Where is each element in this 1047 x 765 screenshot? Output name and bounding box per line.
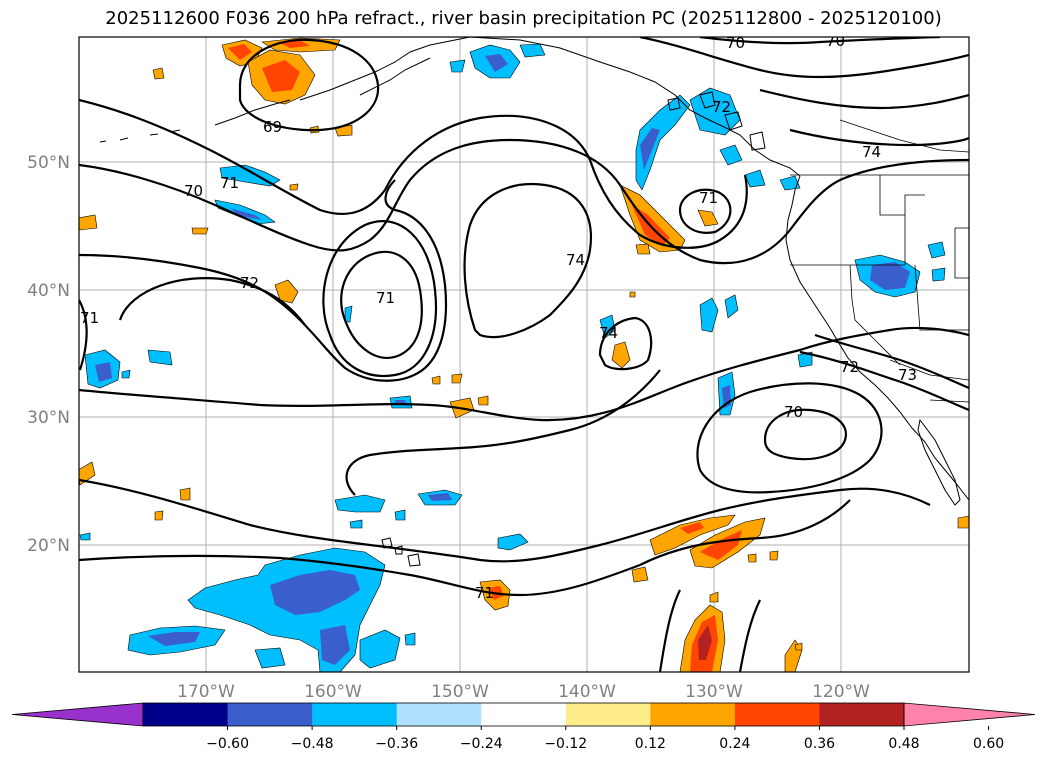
refractivity-contours [79,37,969,672]
colorbar-tick-label: −0.60 [206,736,249,752]
colorbar-tick-label: 0.12 [635,736,666,752]
map-frame [78,36,970,673]
colorbar-bin [312,703,398,726]
colorbar: −0.60 −0.48 −0.36 −0.24 −0.12 0.12 0.24 0.36 0.4… [11,702,1036,752]
colorbar-tick-label: −0.24 [460,736,503,752]
contour-label: 72 [240,274,259,292]
colorbar-tick-label: −0.12 [544,736,587,752]
contour-label: 74 [566,251,585,269]
contour-label: 74 [862,143,881,161]
colorbar-bin [227,703,313,726]
lon-label: 140°W [558,682,616,702]
contour-label: 72 [840,358,859,376]
lat-label: 50°N [27,153,70,173]
colorbar-bin [819,703,905,726]
colorbar-tick-label: −0.36 [375,736,418,752]
map-panel [79,37,969,672]
map-title: 2025112600 F036 200 hPa refract., river … [105,8,942,29]
colorbar-extend-high [903,702,1036,727]
colorbar-bin [396,703,482,726]
contour-label: 71 [220,174,239,192]
political-borders [790,119,969,403]
coastlines [99,37,969,567]
lon-label: 170°W [177,682,235,702]
gridlines [79,37,969,672]
colorbar-tick-label: 0.24 [719,736,750,752]
contour-label: 73 [898,366,917,384]
contour-label: 71 [699,189,718,207]
contour-label: 69 [263,118,282,136]
contour-label: 71 [475,584,494,602]
colorbar-bin [734,703,820,726]
longitude-labels: 170°W 160°W 150°W 140°W 130°W 120°W [177,682,870,702]
lon-label: 150°W [431,682,489,702]
colorbar-extend-low [11,702,144,727]
colorbar-bin [481,703,567,726]
lat-label: 20°N [27,536,70,556]
contour-label: 70 [184,182,203,200]
colorbar-bin [565,703,651,726]
colorbar-tick-label: 0.60 [973,736,1004,752]
contour-label: 72 [712,98,731,116]
colorbar-tick-label: 0.36 [804,736,835,752]
contour-labels: 70 70 72 74 69 71 70 71 74 72 71 71 74 7… [80,32,917,602]
lon-label: 120°W [812,682,870,702]
contour-label: 70 [826,32,845,50]
colorbar-tick-label: −0.48 [291,736,334,752]
lon-label: 130°W [685,682,743,702]
contour-label: 70 [726,34,745,52]
contour-label: 70 [784,403,803,421]
contour-label: 71 [376,289,395,307]
colorbar-bin [143,703,229,726]
lat-label: 40°N [27,281,70,301]
latitude-labels: 50°N 40°N 30°N 20°N [27,153,70,556]
colorbar-outline [142,702,905,727]
lon-label: 160°W [304,682,362,702]
contour-label: 74 [599,324,618,342]
lat-label: 30°N [27,408,70,428]
colorbar-tick-label: 0.48 [888,736,919,752]
contour-label: 71 [80,309,99,327]
colorbar-bin [650,703,736,726]
